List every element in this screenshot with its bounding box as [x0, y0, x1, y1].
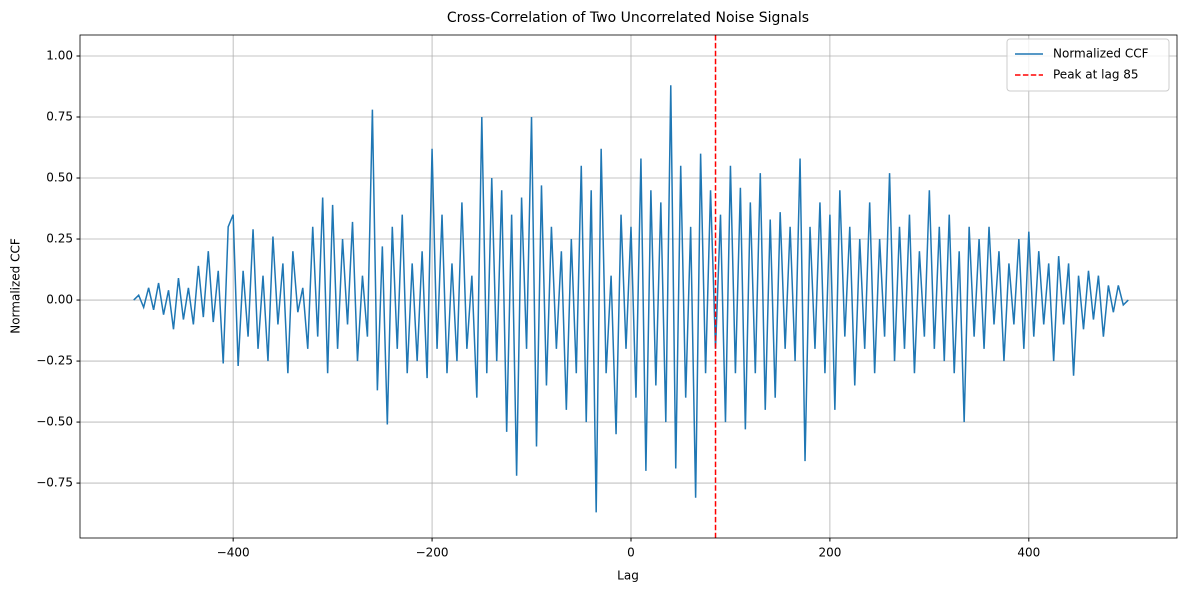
y-axis-label: Normalized CCF — [9, 238, 23, 334]
y-tick-label: 0.00 — [46, 293, 73, 307]
legend-label: Peak at lag 85 — [1053, 68, 1139, 82]
y-tick-label: 0.50 — [46, 171, 73, 185]
y-tick-label: 0.75 — [46, 110, 73, 124]
plot-frame — [79, 34, 1178, 539]
y-tick-label: −0.50 — [36, 415, 73, 429]
y-tick-label: 0.25 — [46, 232, 73, 246]
y-tick-label: 1.00 — [46, 48, 73, 62]
x-tick-label: −200 — [416, 546, 449, 560]
x-tick-label: 0 — [627, 546, 635, 560]
legend-label: Normalized CCF — [1053, 47, 1149, 61]
legend-box — [1006, 38, 1170, 92]
legend: Normalized CCF Peak at lag 85 — [1006, 38, 1170, 92]
x-axis-label: Lag — [617, 569, 639, 583]
x-tick-label: −400 — [217, 546, 250, 560]
data-line — [133, 85, 1129, 513]
chart-title: Cross-Correlation of Two Uncorrelated No… — [447, 10, 809, 26]
y-tick-label: −0.75 — [36, 476, 73, 490]
y-tick-label: −0.25 — [36, 354, 73, 368]
x-tick-label: 200 — [818, 546, 841, 560]
x-tick-label: 400 — [1017, 546, 1040, 560]
